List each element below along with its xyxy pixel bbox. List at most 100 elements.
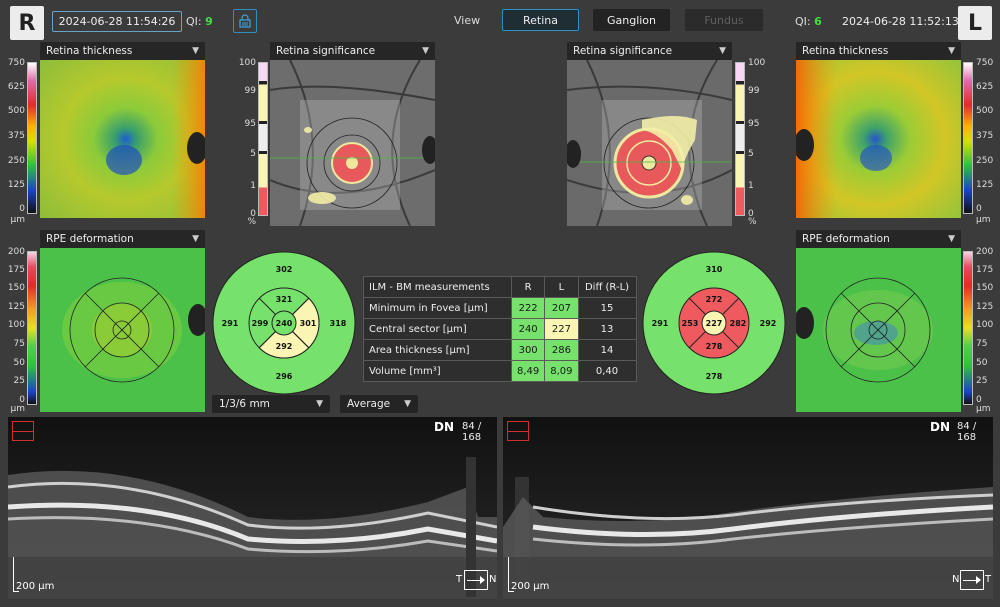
chevron-down-icon: ▼: [422, 46, 429, 56]
sector-value: 321: [276, 295, 293, 304]
panel-header[interactable]: Retina significance ▼: [270, 42, 435, 60]
thickness-scale-labels: 750 625 500 375 250 125 0 µm: [7, 58, 25, 225]
sector-value: 278: [706, 342, 723, 351]
scale-bar-label: 200 µm: [16, 581, 55, 592]
left-significance-scale-labels: 100 99 95 5 1 0 %: [748, 58, 766, 227]
orientation-right-label: N: [489, 574, 497, 585]
cell-l: 8,09: [544, 360, 579, 382]
table-row: Area thickness [µm] 300 286 14: [363, 339, 637, 361]
sector-value: 240: [276, 319, 293, 328]
grid-size-select[interactable]: 1/3/6 mm ▼: [212, 395, 330, 413]
select-value: Average: [347, 398, 391, 410]
cell-l: 286: [544, 339, 579, 361]
table-row: Volume [mm³] 8,49 8,09 0,40: [363, 360, 637, 382]
tab-fundus[interactable]: Fundus: [685, 9, 763, 31]
chevron-down-icon: ▼: [948, 46, 955, 56]
scale-bar-label: 200 µm: [511, 581, 550, 592]
sector-value: 278: [706, 372, 723, 381]
tab-ganglion[interactable]: Ganglion: [593, 9, 670, 31]
sector-value: 299: [252, 319, 269, 328]
chevron-down-icon: ▼: [316, 399, 323, 409]
sector-value: 291: [222, 319, 239, 328]
chevron-down-icon: ▼: [192, 46, 199, 56]
orientation-arrow-icon: [464, 570, 488, 590]
tab-retina[interactable]: Retina: [502, 9, 579, 31]
cell-diff: 13: [577, 318, 637, 340]
left-thickness-scale-labels: 750 625 500 375 250 125 0 µm: [976, 58, 994, 225]
row-label: Volume [mm³]: [363, 360, 512, 382]
cell-l: 207: [544, 297, 579, 319]
scale-bar: [508, 557, 509, 591]
sector-value: 302: [276, 265, 293, 274]
panel-title: Retina significance: [573, 45, 673, 57]
select-value: 1/3/6 mm: [219, 398, 270, 410]
panel-title: RPE deformation: [46, 233, 134, 245]
panel-header[interactable]: Retina significance ▼: [567, 42, 732, 60]
panel-header[interactable]: RPE deformation ▼: [796, 230, 961, 248]
column-header: R: [510, 276, 546, 298]
sector-value: 291: [652, 319, 669, 328]
rpe-color-scale: [27, 251, 37, 405]
right-bscan-image: [8, 417, 497, 599]
left-eye-indicator: L: [958, 6, 992, 40]
right-retina-thickness-panel: Retina thickness ▼: [40, 42, 207, 222]
chevron-down-icon: ▼: [404, 399, 411, 409]
panel-title: Retina thickness: [46, 45, 133, 57]
cell-diff: 0,40: [577, 360, 637, 382]
scale-bar: [13, 557, 14, 591]
left-bscan-image: [503, 417, 993, 599]
thickness-color-scale: [27, 62, 37, 214]
average-select[interactable]: Average ▼: [340, 395, 418, 413]
panel-header[interactable]: Retina thickness ▼: [40, 42, 205, 60]
column-header: L: [544, 276, 579, 298]
orientation-arrow-icon: [960, 570, 984, 590]
cell-diff: 15: [577, 297, 637, 319]
left-rpe-color-scale: [963, 251, 973, 405]
left-retina-thickness-panel: Retina thickness ▼: [794, 42, 961, 222]
panel-header[interactable]: RPE deformation ▼: [40, 230, 205, 248]
left-rpe-map: [794, 248, 961, 412]
right-significance-map: [269, 59, 438, 227]
cell-r: 300: [510, 339, 546, 361]
right-oct-bscan[interactable]: DN 84 / 168 200 µm T N: [8, 417, 497, 599]
scale-bar-tick: [13, 591, 19, 592]
scale-bar-tick: [508, 591, 514, 592]
cell-r: 8,49: [510, 360, 546, 382]
column-header: ILM - BM measurements: [363, 276, 512, 298]
cell-diff: 14: [577, 339, 637, 361]
chevron-down-icon: ▼: [948, 234, 955, 244]
sector-value: 292: [276, 342, 293, 351]
right-rpe-deformation-panel: RPE deformation ▼: [40, 230, 208, 416]
sector-value: 292: [760, 319, 777, 328]
column-header: Diff (R-L): [577, 276, 637, 298]
right-quality-index: QI: 9: [186, 15, 213, 28]
left-oct-bscan[interactable]: DN 84 / 168 200 µm N T: [503, 417, 993, 599]
panel-header[interactable]: Retina thickness ▼: [796, 42, 961, 60]
sector-value: 301: [300, 319, 317, 328]
panel-title: Retina thickness: [802, 45, 889, 57]
left-significance-color-scale: [735, 62, 745, 216]
scan-position-thumbnail[interactable]: [507, 421, 529, 441]
significance-color-scale: [258, 62, 268, 216]
sector-value: 282: [730, 319, 747, 328]
right-exam-date-selector[interactable]: 2024-06-28 11:54:26: [52, 11, 182, 32]
left-thickness-map: [794, 60, 961, 218]
sector-value: 227: [706, 319, 723, 328]
right-etdrs-grid: 302 291 318 296 321 299 301 292 240: [212, 251, 356, 395]
chevron-down-icon: ▼: [719, 46, 726, 56]
table-row: Minimum in Fovea [µm] 222 207 15: [363, 297, 637, 319]
table-row: Central sector [µm] 240 227 13: [363, 318, 637, 340]
left-etdrs-grid: 310 291 292 278 272 253 282 278 227: [642, 251, 786, 395]
right-retina-significance-panel: Retina significance ▼: [269, 42, 438, 230]
sector-value: 310: [706, 265, 723, 274]
lock-icon: [239, 14, 251, 28]
left-exam-date[interactable]: 2024-06-28 11:52:13: [842, 15, 959, 28]
table-header-row: ILM - BM measurements R L Diff (R-L): [363, 276, 637, 298]
cell-l: 227: [544, 318, 579, 340]
rpe-scale-labels: 200 175 150 125 100 75 50 25 0 µm: [7, 247, 25, 414]
scan-position-thumbnail[interactable]: [12, 421, 34, 441]
slice-counter: 84 / 168: [957, 421, 977, 443]
lock-button[interactable]: [233, 9, 257, 33]
left-retina-significance-panel: Retina significance ▼: [565, 42, 733, 230]
slice-counter: 84 / 168: [462, 421, 482, 443]
